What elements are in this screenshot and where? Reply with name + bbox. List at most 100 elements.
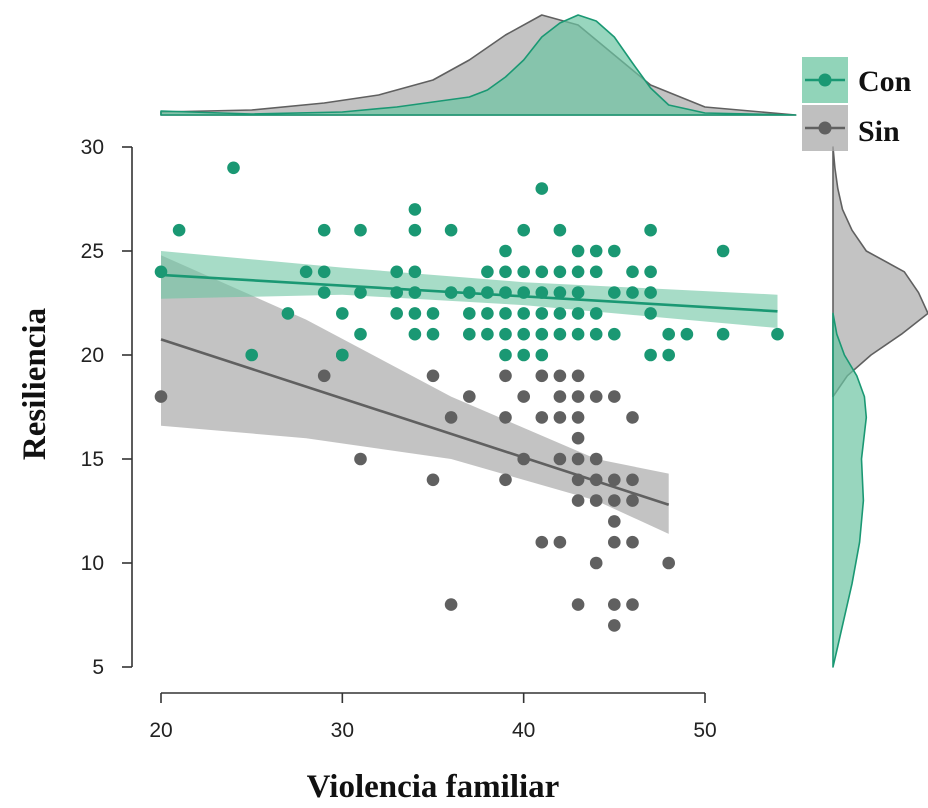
point-sin: [553, 535, 567, 549]
y-tick-label: 15: [81, 448, 104, 471]
legend-label-sin: Sin: [858, 115, 900, 148]
point-sin: [589, 452, 603, 466]
axes: [131, 147, 705, 694]
regression-line-sin: [160, 338, 670, 506]
point-con: [589, 307, 603, 320]
point-con: [535, 286, 549, 299]
point-con: [317, 223, 331, 237]
point-con: [517, 327, 530, 341]
point-con: [626, 265, 639, 279]
point-con: [390, 286, 404, 299]
point-sin: [535, 411, 549, 424]
point-con: [354, 286, 367, 299]
point-con: [517, 307, 530, 320]
y-tick-label: 25: [81, 240, 104, 263]
point-con: [408, 327, 422, 341]
point-con: [481, 327, 494, 341]
point-sin: [608, 535, 621, 549]
point-con: [281, 307, 295, 320]
point-sin: [626, 411, 639, 424]
point-con: [390, 307, 404, 320]
point-con: [499, 265, 512, 279]
point-sin: [553, 390, 567, 403]
point-sin: [444, 411, 458, 424]
point-con: [517, 286, 530, 299]
legend-label-con: Con: [858, 65, 912, 98]
marginal-y-con: [832, 312, 868, 668]
x-tick-label: 20: [149, 719, 172, 742]
point-con: [662, 348, 675, 362]
point-con: [499, 286, 512, 299]
point-sin: [571, 473, 585, 487]
point-con: [499, 307, 512, 320]
point-sin: [517, 390, 530, 403]
point-con: [408, 223, 422, 237]
point-con: [336, 348, 349, 362]
point-con: [589, 244, 603, 258]
point-con: [499, 348, 512, 362]
point-con: [553, 327, 567, 341]
point-con: [426, 327, 440, 341]
point-con: [608, 244, 621, 258]
point-sin: [354, 452, 367, 466]
point-con: [644, 265, 657, 279]
point-con: [644, 286, 657, 299]
y-tick-label: 20: [81, 344, 104, 367]
point-con: [481, 286, 494, 299]
point-sin: [499, 473, 512, 487]
point-con: [426, 307, 440, 320]
top-marginal-density: [160, 14, 797, 116]
point-con: [571, 327, 585, 341]
point-sin: [571, 598, 585, 611]
point-con: [408, 203, 422, 216]
point-con: [408, 307, 422, 320]
point-con: [535, 265, 549, 279]
point-con: [662, 327, 675, 341]
point-sin: [444, 598, 458, 611]
point-con: [481, 265, 494, 279]
legend: Con Sin: [802, 57, 912, 151]
point-sin: [463, 390, 476, 403]
point-con: [626, 286, 639, 299]
point-con: [354, 327, 367, 341]
x-tick-label: 30: [331, 719, 354, 742]
point-con: [499, 244, 512, 258]
point-con: [553, 223, 567, 237]
point-con: [444, 286, 458, 299]
point-sin: [589, 390, 603, 403]
x-tick-label: 50: [693, 719, 716, 742]
right-marginal-density: [832, 146, 928, 668]
point-sin: [571, 452, 585, 466]
point-con: [499, 327, 512, 341]
point-sin: [571, 390, 585, 403]
point-con: [227, 161, 240, 175]
point-con: [390, 265, 404, 279]
point-con: [245, 348, 258, 362]
point-sin: [571, 431, 585, 445]
point-sin: [426, 369, 440, 383]
point-sin: [154, 390, 168, 403]
point-con: [716, 244, 730, 258]
point-con: [317, 286, 331, 299]
point-con: [644, 348, 657, 362]
point-sin: [571, 411, 585, 424]
point-con: [354, 223, 367, 237]
point-con: [771, 327, 784, 341]
legend-marker-con: [818, 73, 832, 87]
x-axis-title: Violencia familiar: [307, 769, 560, 805]
point-con: [535, 348, 549, 362]
point-sin: [589, 556, 603, 570]
point-con: [608, 327, 621, 341]
point-con: [299, 265, 313, 279]
point-con: [589, 327, 603, 341]
point-con: [680, 327, 694, 341]
point-con: [517, 348, 530, 362]
data-points: [154, 161, 784, 632]
point-con: [463, 307, 476, 320]
point-sin: [608, 598, 621, 611]
point-sin: [426, 473, 440, 487]
point-sin: [571, 494, 585, 507]
point-sin: [626, 473, 639, 487]
point-con: [444, 223, 458, 237]
